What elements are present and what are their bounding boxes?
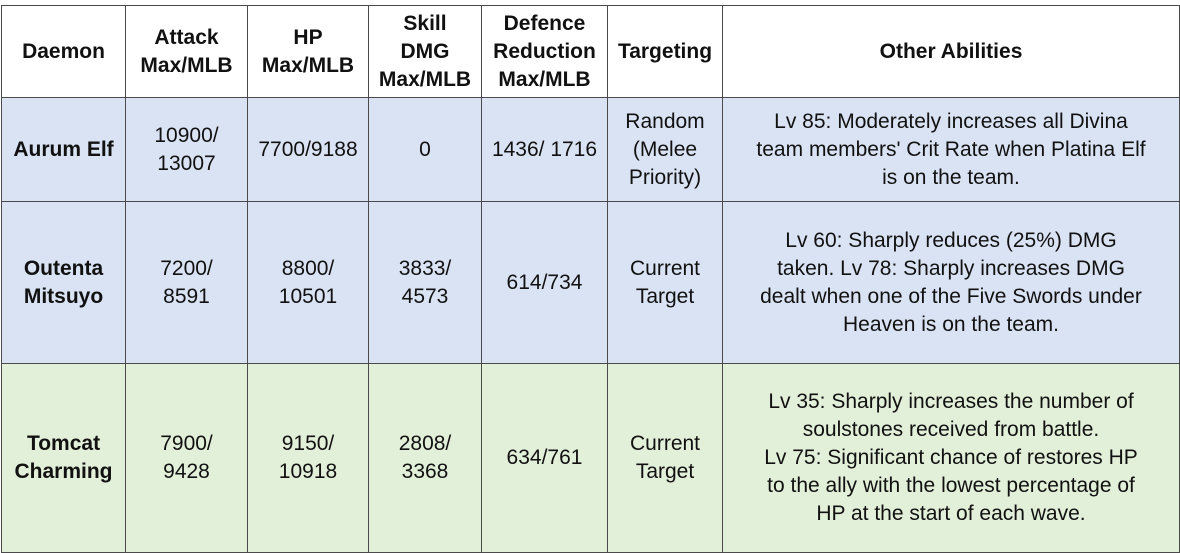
daemon-name: Outenta Mitsuyo: [1, 201, 126, 364]
table-row: Outenta Mitsuyo 7200/8591 8800/10501 3833…: [1, 201, 1180, 364]
attack-cell: 7900/9428: [125, 363, 248, 553]
header-row: Daemon Attack Max/MLB HP Max/MLB Skill DMG M…: [1, 5, 1180, 98]
header-other-abilities: Other Abilities: [722, 5, 1180, 98]
abilities-cell: Lv 85: Moderately increases all Divina te…: [722, 97, 1180, 202]
hp-cell: 7700/9188: [247, 97, 369, 202]
attack-cell: 7200/8591: [125, 201, 248, 364]
abilities-cell: Lv 35: Sharply increases the number of so…: [722, 363, 1180, 553]
header-targeting: Targeting: [607, 5, 723, 98]
skill-dmg-cell: 3833/4573: [368, 201, 482, 364]
targeting-cell: Random (Melee Priority): [607, 97, 723, 202]
hp-cell: 8800/10501: [247, 201, 369, 364]
defence-reduction-cell: 634/761: [481, 363, 608, 553]
header-daemon: Daemon: [1, 5, 126, 98]
header-attack: Attack Max/MLB: [125, 5, 248, 98]
header-defence-reduction: Defence Reduction Max/MLB: [481, 5, 608, 98]
targeting-cell: Current Target: [607, 201, 723, 364]
defence-reduction-cell: 1436/ 1716: [481, 97, 608, 202]
daemon-stats-table: Daemon Attack Max/MLB HP Max/MLB Skill DMG M…: [1, 5, 1180, 553]
table-row: Tomcat Charming 7900/9428 9150/10918 2808…: [1, 363, 1180, 553]
daemon-name: Tomcat Charming: [1, 363, 126, 553]
skill-dmg-cell: 0: [368, 97, 482, 202]
defence-reduction-cell: 614/734: [481, 201, 608, 364]
skill-dmg-cell: 2808/3368: [368, 363, 482, 553]
attack-cell: 10900/13007: [125, 97, 248, 202]
hp-cell: 9150/10918: [247, 363, 369, 553]
header-hp: HP Max/MLB: [247, 5, 369, 98]
daemon-name: Aurum Elf: [1, 97, 126, 202]
table-row: Aurum Elf 10900/13007 7700/9188 0 1436/ …: [1, 97, 1180, 202]
header-skill-dmg: Skill DMG Max/MLB: [368, 5, 482, 98]
abilities-cell: Lv 60: Sharply reduces (25%) DMG taken. L…: [722, 201, 1180, 364]
targeting-cell: Current Target: [607, 363, 723, 553]
